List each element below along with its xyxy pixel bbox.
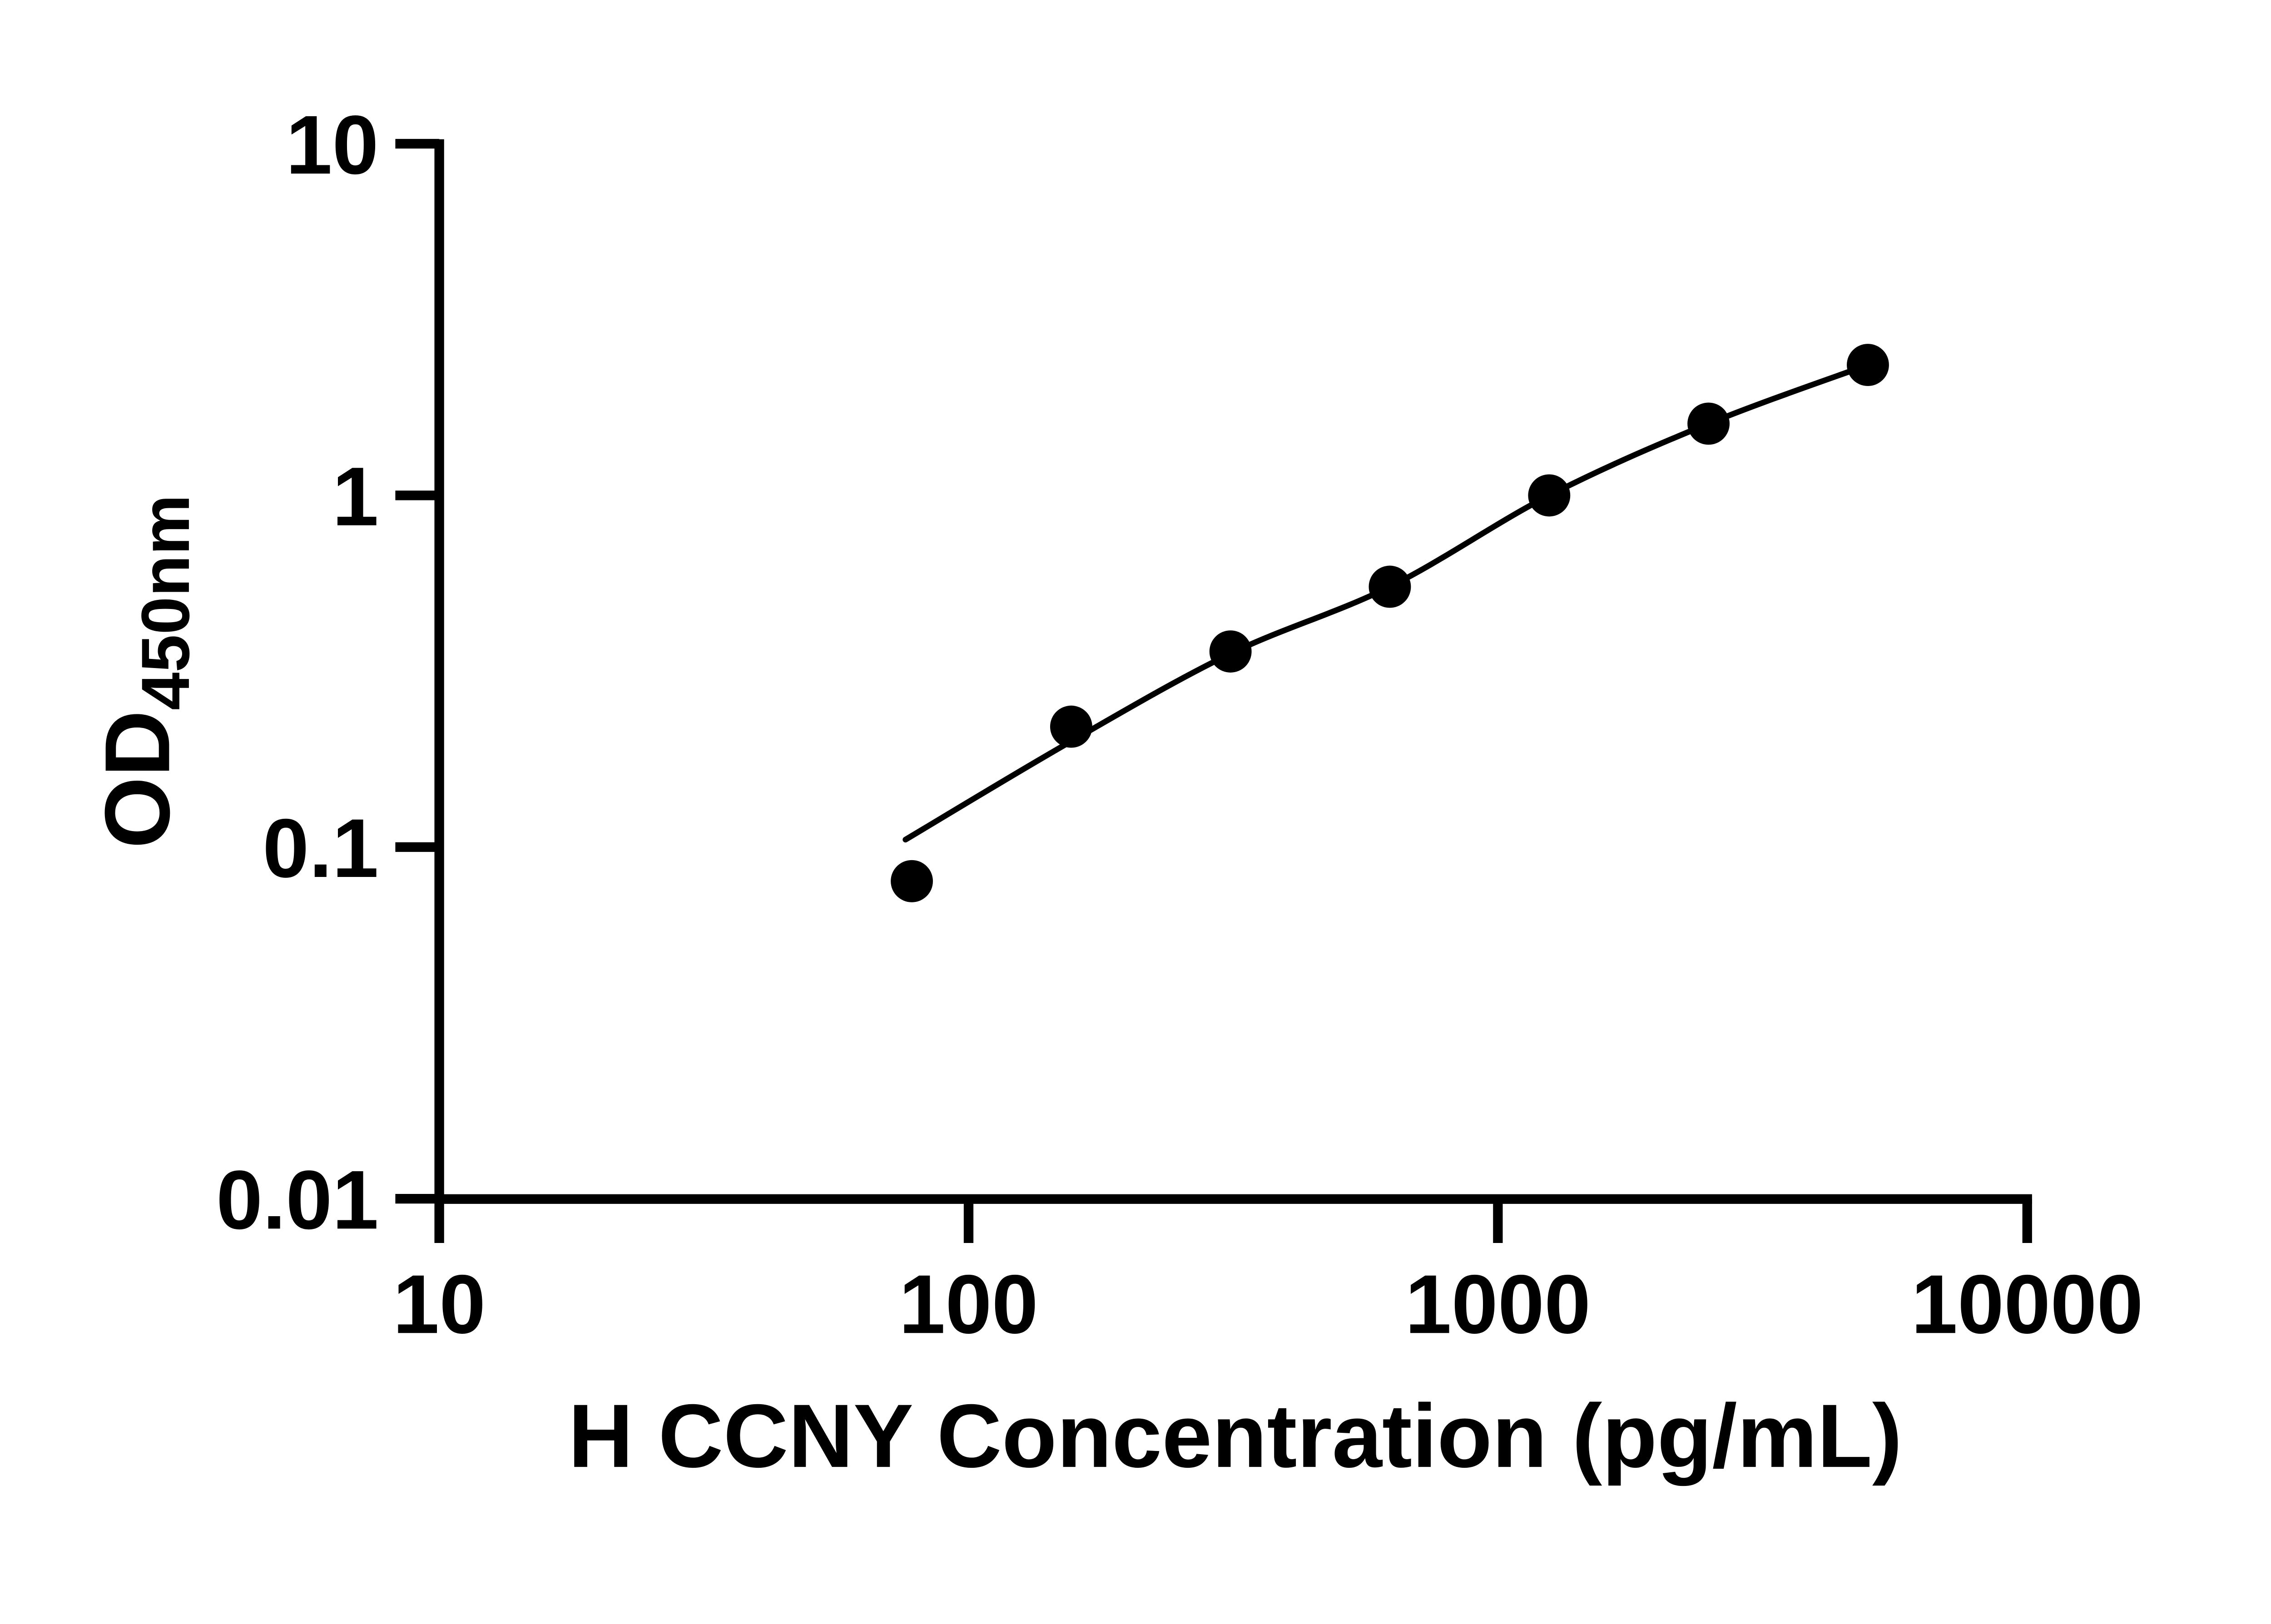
data-point-marker-5 [1528, 474, 1571, 517]
data-point-marker-2 [1050, 705, 1092, 748]
data-point-marker-3 [1209, 630, 1252, 673]
x-axis-title: H CCNY Concentration (pg/mL) [568, 1386, 1902, 1486]
elisa-standard-curve-figure: 10 1 0.1 0.01 10 100 1000 10000 H CCNY Concentr… [86, 98, 2143, 1487]
data-point-marker-6 [1687, 402, 1730, 445]
y-tick-label-0.01: 0.01 [216, 1153, 379, 1246]
y-tick-label-1: 1 [332, 450, 378, 543]
data-point-marker-4 [1369, 565, 1411, 608]
data-point-marker-7 [1847, 344, 1889, 386]
y-axis-title-subscript: 450nm [127, 495, 203, 710]
x-tick-label-100: 100 [899, 1258, 1038, 1351]
tick-marks [395, 139, 2032, 1243]
y-tick-label-10: 10 [286, 98, 378, 191]
y-axis-title: OD450nm [86, 495, 203, 849]
axes [434, 139, 2032, 1204]
x-tick-label-10: 10 [393, 1258, 486, 1351]
data-points-layer [891, 344, 1889, 902]
x-tick-label-10000: 10000 [1911, 1258, 2143, 1351]
x-tick-label-1000: 1000 [1405, 1258, 1591, 1351]
y-axis-title-main: OD [86, 710, 189, 849]
y-tick-label-0.1: 0.1 [263, 802, 378, 895]
data-point-marker-1 [891, 860, 933, 902]
